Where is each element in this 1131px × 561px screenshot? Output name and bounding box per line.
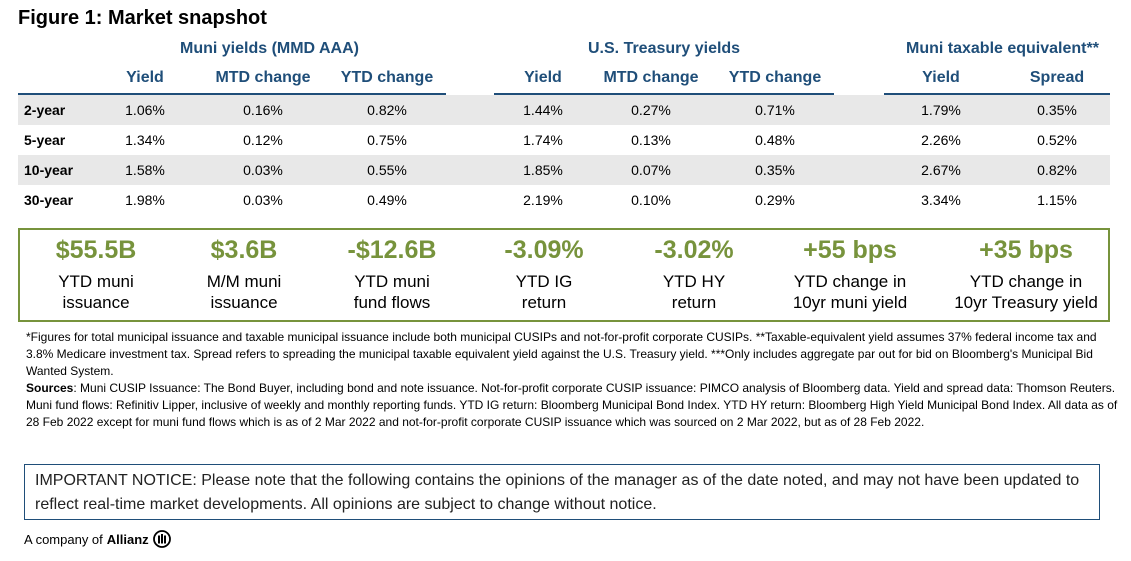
kpi-label-line1: M/M muni — [206, 272, 282, 291]
kpi-label-line1: YTD IG — [515, 272, 573, 291]
kpi-label-line1: YTD HY — [662, 272, 726, 291]
muni-cell: 1.58% — [125, 162, 165, 178]
kpi-label-line2: 10yr Treasury yield — [954, 293, 1098, 312]
treasury-cell: 0.35% — [755, 162, 795, 178]
treasury-group-title: U.S. Treasury yields — [588, 40, 741, 57]
muni-cell: 0.12% — [243, 132, 283, 148]
treasury-cell: 2.19% — [523, 192, 563, 208]
kpi-label-line2: return — [521, 293, 567, 312]
kpi-item: +55 bps YTD change in 10yr muni yield — [765, 230, 935, 313]
kpi-value: +35 bps — [979, 236, 1073, 264]
taxable-group-title: Muni taxable equivalent** — [906, 40, 1099, 57]
page-title: Figure 1: Market snapshot — [18, 7, 267, 29]
kpi-value: $55.5B — [55, 236, 137, 264]
treasury-cell: 0.13% — [631, 132, 671, 148]
kpi-label-line2: 10yr muni yield — [792, 293, 908, 312]
kpi-label-line1: YTD change in — [969, 272, 1083, 291]
treasury-cell: 0.07% — [631, 162, 671, 178]
taxable-cell: 1.79% — [921, 102, 961, 118]
footer-brand: Allianz — [106, 531, 149, 547]
table-row-shade — [18, 155, 1110, 185]
kpi-item: -3.09% YTD IG return — [474, 230, 614, 313]
taxable-cell: 0.35% — [1037, 102, 1077, 118]
treasury-cell: 0.10% — [631, 192, 671, 208]
footnote-text: *Figures for total municipal issuance an… — [26, 330, 1097, 378]
muni-mtd-header: MTD change — [215, 69, 311, 86]
kpi-item: -3.02% YTD HY return — [624, 230, 764, 313]
taxable-cell: 0.82% — [1037, 162, 1077, 178]
treasury-cell: 1.74% — [523, 132, 563, 148]
kpi-value: -3.09% — [504, 236, 584, 264]
treasury-mtd-header: MTD change — [603, 69, 699, 86]
taxable-cell: 2.67% — [921, 162, 961, 178]
muni-cell: 0.75% — [367, 132, 407, 148]
kpi-label-line1: YTD muni — [354, 272, 430, 291]
kpi-panel: $55.5B YTD muni issuance $3.6B M/M muni issua… — [18, 228, 1110, 322]
table-row-shade — [18, 95, 1110, 125]
taxable-cell: 0.52% — [1037, 132, 1077, 148]
treasury-yield-header: Yield — [524, 69, 562, 86]
treasury-ytd-header: YTD change — [728, 69, 822, 86]
muni-cell: 1.06% — [125, 102, 165, 118]
footer: A company of Allianz — [24, 530, 171, 548]
taxable-cell: 1.15% — [1037, 192, 1077, 208]
footnotes: *Figures for total municipal issuance an… — [26, 329, 1126, 431]
taxable-header-rule — [884, 93, 1110, 95]
muni-cell: 0.82% — [367, 102, 407, 118]
taxable-cell: 2.26% — [921, 132, 961, 148]
row-label: 5-year — [24, 132, 66, 148]
muni-cell: 0.03% — [243, 162, 283, 178]
muni-cell: 0.03% — [243, 192, 283, 208]
muni-cell: 1.34% — [125, 132, 165, 148]
treasury-cell: 0.27% — [631, 102, 671, 118]
muni-cell: 1.98% — [125, 192, 165, 208]
kpi-label-line1: YTD muni — [58, 272, 134, 291]
treasury-cell: 0.48% — [755, 132, 795, 148]
kpi-label-line2: fund flows — [353, 293, 431, 312]
sources-text: Sources: Muni CUSIP Issuance: The Bond B… — [26, 381, 1118, 429]
treasury-cell: 0.29% — [755, 192, 795, 208]
treasury-cell: 1.85% — [523, 162, 563, 178]
muni-ytd-header: YTD change — [340, 69, 434, 86]
muni-cell: 0.49% — [367, 192, 407, 208]
kpi-label-line2: issuance — [62, 293, 130, 312]
kpi-item: +35 bps YTD change in 10yr Treasury yield — [931, 230, 1121, 313]
kpi-label-line2: issuance — [210, 293, 278, 312]
treasury-cell: 1.44% — [523, 102, 563, 118]
muni-cell: 0.55% — [367, 162, 407, 178]
treasury-header-rule — [494, 93, 834, 95]
important-notice: IMPORTANT NOTICE: Please note that the f… — [24, 464, 1100, 520]
row-label: 2-year — [24, 102, 66, 118]
kpi-value: $3.6B — [210, 236, 278, 264]
taxable-cell: 3.34% — [921, 192, 961, 208]
kpi-value: -3.02% — [654, 236, 734, 264]
muni-cell: 0.16% — [243, 102, 283, 118]
footer-prefix: A company of — [24, 531, 103, 547]
kpi-label-line1: YTD change in — [793, 272, 907, 291]
row-label: 10-year — [24, 162, 74, 178]
kpi-item: $3.6B M/M muni issuance — [174, 230, 314, 313]
taxable-yield-header: Yield — [922, 69, 960, 86]
kpi-item: $55.5B YTD muni issuance — [26, 230, 166, 313]
allianz-logo-icon — [152, 530, 171, 548]
treasury-cell: 0.71% — [755, 102, 795, 118]
row-label: 30-year — [24, 192, 74, 208]
muni-header-rule — [18, 93, 446, 95]
kpi-value: +55 bps — [803, 236, 897, 264]
kpi-label-line2: return — [671, 293, 717, 312]
muni-group-title: Muni yields (MMD AAA) — [180, 40, 359, 57]
kpi-value: -$12.6B — [347, 236, 437, 264]
kpi-item: -$12.6B YTD muni fund flows — [322, 230, 462, 313]
muni-yield-header: Yield — [126, 69, 164, 86]
taxable-spread-header: Spread — [1029, 69, 1085, 86]
